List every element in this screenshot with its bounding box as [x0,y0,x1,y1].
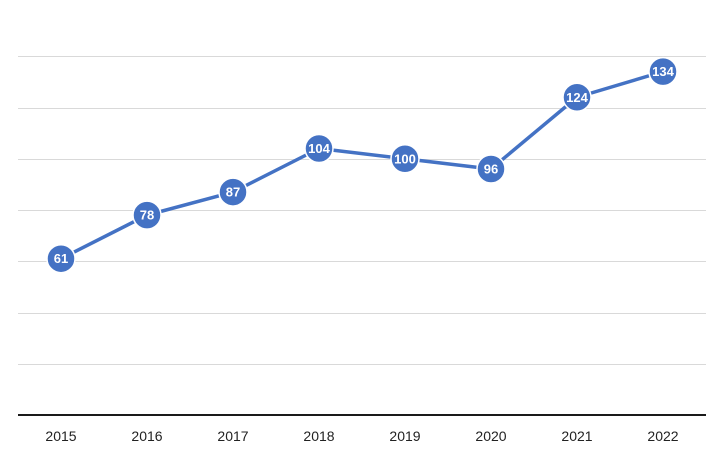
x-tick-label-2020: 2020 [475,428,506,444]
x-tick-label-2016: 2016 [131,428,162,444]
data-marker-2021 [562,82,592,112]
data-label-2016: 78 [140,208,154,223]
data-label-2020: 96 [484,162,498,177]
data-marker-2018 [304,133,334,164]
x-tick-label-2018: 2018 [303,428,334,444]
data-point-2020: 96 [476,154,506,184]
x-tick-label-2021: 2021 [561,428,592,444]
data-marker-2015 [46,243,76,274]
data-point-2021: 124 [562,82,592,112]
data-marker-2017 [218,177,248,207]
gridlines [18,56,706,365]
marker-layer: 61 78 87 104 100 96 124 134 [46,56,678,274]
x-tick-label-2015: 2015 [45,428,76,444]
data-point-2015: 61 [46,243,76,274]
data-point-2016: 78 [132,200,162,230]
data-point-2017: 87 [218,177,248,207]
data-marker-2019 [390,144,420,174]
data-point-2022: 134 [648,56,678,87]
data-label-2019: 100 [394,151,416,166]
data-label-2021: 124 [566,90,588,105]
x-tick-label-2019: 2019 [389,428,420,444]
x-tick-labels: 2015 2016 2017 2018 2019 2020 2021 2022 [45,428,678,444]
data-marker-2022 [648,56,678,87]
series-layer [59,69,665,261]
data-point-2019: 100 [390,144,420,174]
data-label-2022: 134 [652,64,674,79]
data-marker-2016 [132,200,162,230]
data-label-2015: 61 [54,251,68,266]
x-tick-label-2022: 2022 [647,428,678,444]
data-label-2018: 104 [308,141,330,156]
data-marker-2020 [476,154,506,184]
series-line-1 [59,69,665,261]
x-tick-label-2017: 2017 [217,428,248,444]
data-label-2017: 87 [226,185,240,200]
data-point-2018: 104 [304,133,334,164]
